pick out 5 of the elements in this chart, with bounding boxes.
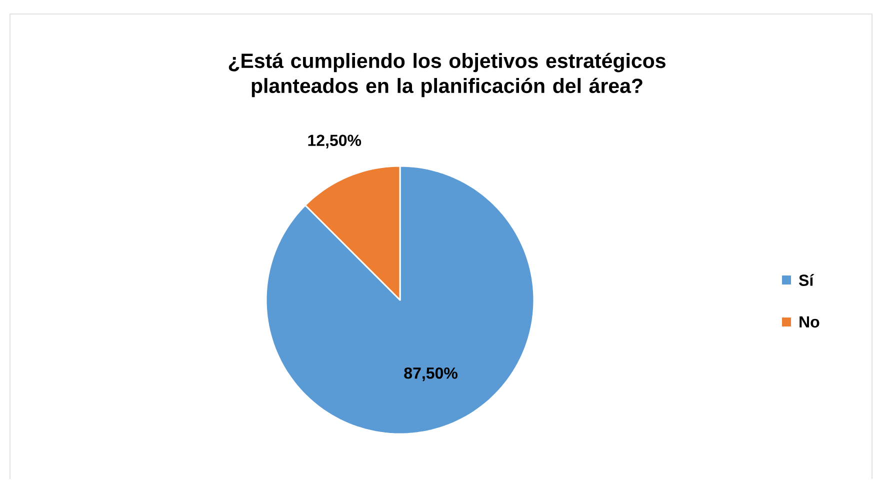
data-label: 12,50% [308,134,362,148]
chart-title: ¿Está cumpliendo los objetivos estratégicos planteados en la planificación del área? [228,52,666,98]
legend-label: Sí [799,274,814,286]
data-label: 87,50% [404,367,458,382]
legend-label: No [800,316,820,328]
